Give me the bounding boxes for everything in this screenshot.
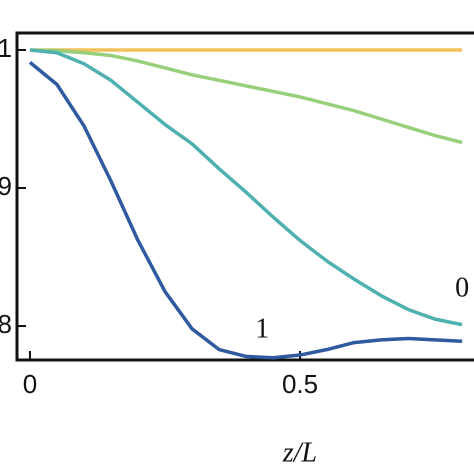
annotation: 0 [455,273,469,304]
x-axis-label: z/L [282,437,317,468]
series-line [28,61,463,360]
annotation: 1 [255,313,269,344]
plot-frame [15,31,474,362]
x-tick-label: 0.5 [282,369,318,399]
series-line [29,48,463,145]
y-tick-label: 0.8 [0,309,12,339]
y-tick-label: 0.9 [0,171,12,201]
x-tick-label: 0 [23,369,37,399]
series-line [29,48,463,327]
y-tick-label: 1 [0,33,12,63]
